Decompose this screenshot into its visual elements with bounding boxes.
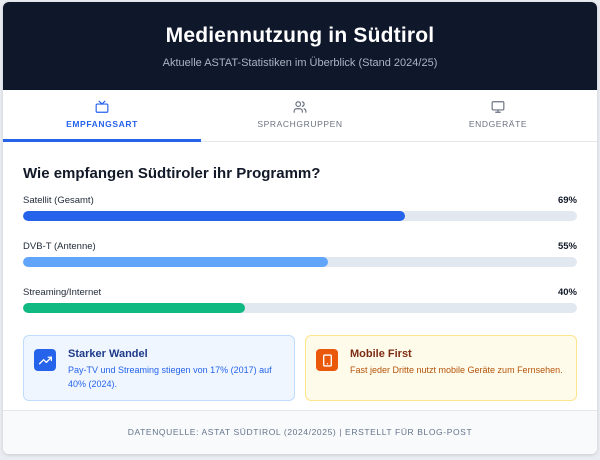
insight-text: Fast jeder Dritte nutzt mobile Geräte zu… (350, 365, 563, 375)
stat-streaming: Streaming/Internet 40% (23, 287, 577, 313)
tab-label: ENDGERÄTE (468, 119, 528, 129)
progress-track (23, 257, 577, 267)
main-card: Mediennutzung in Südtirol Aktuelle ASTAT… (3, 2, 597, 454)
stat-value: 55% (557, 241, 577, 252)
stat-satellit: Satellit (Gesamt) 69% (23, 195, 577, 221)
tab-sprachgruppen[interactable]: SPRACHGRUPPEN (201, 90, 399, 141)
tab-label: EMPFANGSART (66, 119, 138, 129)
tab-bar: EMPFANGSART SPRACHGRUPPEN ENDGERÄTE (3, 90, 597, 142)
tv-icon (95, 100, 109, 113)
progress-bar-dvbt (23, 257, 328, 267)
insight-text: Pay-TV und Streaming stiegen von 17% (20… (68, 365, 272, 389)
smartphone-icon (316, 349, 338, 371)
insight-title: Mobile First (350, 348, 412, 360)
header: Mediennutzung in Südtirol Aktuelle ASTAT… (3, 2, 597, 90)
progress-bar-streaming (23, 303, 245, 313)
footer: DATENQUELLE: ASTAT SÜDTIROL (2024/2025) … (3, 410, 597, 454)
users-icon (293, 101, 307, 113)
stat-value: 40% (557, 287, 577, 298)
monitor-icon (491, 101, 505, 113)
insight-card-wandel: Starker Wandel Pay-TV und Streaming stie… (23, 335, 295, 401)
tab-content: Wie empfangen Südtiroler ihr Programm? S… (3, 165, 597, 401)
stat-label: DVB-T (Antenne) (23, 241, 96, 252)
insight-title: Starker Wandel (68, 348, 148, 360)
tab-empfangsart[interactable]: EMPFANGSART (3, 90, 201, 142)
progress-bar-satellit (23, 211, 406, 221)
stat-value: 69% (557, 195, 577, 206)
tab-endgeraete[interactable]: ENDGERÄTE (399, 90, 597, 141)
stat-label: Satellit (Gesamt) (23, 195, 94, 206)
tab-label: SPRACHGRUPPEN (257, 119, 343, 129)
progress-track (23, 211, 577, 221)
insight-card-mobile: Mobile First Fast jeder Dritte nutzt mob… (305, 335, 577, 401)
page-title: Mediennutzung in Südtirol (165, 24, 435, 47)
progress-track (23, 303, 577, 313)
trending-up-icon (34, 349, 56, 371)
stat-dvbt: DVB-T (Antenne) 55% (23, 241, 577, 267)
stat-label: Streaming/Internet (23, 287, 102, 298)
section-heading: Wie empfangen Südtiroler ihr Programm? (23, 165, 321, 182)
insight-cards: Starker Wandel Pay-TV und Streaming stie… (23, 335, 577, 401)
page-subtitle: Aktuelle ASTAT-Statistiken im Überblick … (162, 57, 438, 69)
